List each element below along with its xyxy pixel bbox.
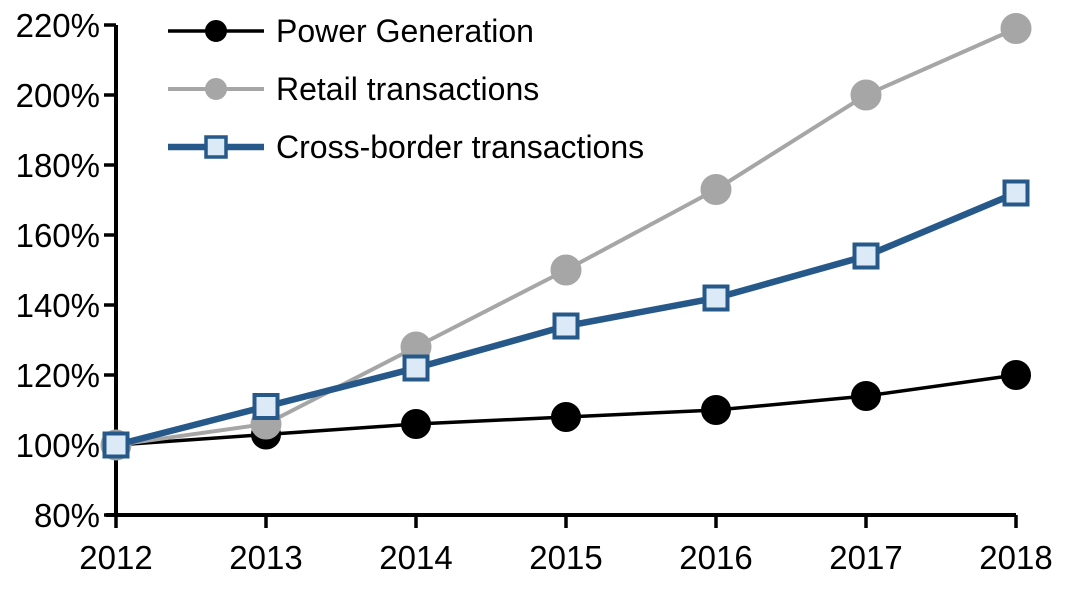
data-point-marker xyxy=(850,79,882,111)
x-axis-tick-label: 2013 xyxy=(229,539,302,576)
legend-item: Power Generation xyxy=(168,2,644,60)
chart-legend: Power Generation Retail transactions Cross… xyxy=(168,2,644,176)
y-axis-tick-label: 100% xyxy=(16,427,100,464)
data-point-marker xyxy=(1000,13,1032,44)
x-axis-tick-label: 2014 xyxy=(379,539,452,576)
data-point-marker xyxy=(102,431,130,459)
x-axis-tick-label: 2017 xyxy=(829,539,902,576)
x-axis-tick-label: 2018 xyxy=(979,539,1052,576)
legend-circle-marker-icon xyxy=(168,78,264,100)
data-point-marker xyxy=(1002,179,1030,207)
data-point-marker xyxy=(401,409,431,439)
legend-label: Retail transactions xyxy=(276,70,540,107)
y-axis-tick-label: 220% xyxy=(16,7,100,44)
y-axis-tick-label: 180% xyxy=(16,147,100,184)
legend-circle-marker-icon xyxy=(168,20,264,42)
data-point-marker xyxy=(702,284,730,312)
data-point-marker xyxy=(1001,360,1031,390)
data-point-marker xyxy=(550,254,582,286)
data-point-marker xyxy=(852,242,880,270)
y-axis-tick-label: 120% xyxy=(16,357,100,394)
legend-item: Cross-border transactions xyxy=(168,118,644,176)
data-point-marker xyxy=(402,354,430,382)
y-axis-tick-label: 140% xyxy=(16,287,100,324)
x-axis-tick-label: 2012 xyxy=(79,539,152,576)
y-axis-tick-label: 80% xyxy=(34,497,100,534)
data-point-marker xyxy=(851,381,881,411)
legend-label: Power Generation xyxy=(276,12,534,49)
data-point-marker xyxy=(551,402,581,432)
data-point-marker xyxy=(252,393,280,420)
legend-label: Cross-border transactions xyxy=(276,128,645,165)
data-point-marker xyxy=(701,395,731,425)
data-point-marker xyxy=(552,312,580,340)
y-axis-tick-label: 200% xyxy=(16,77,100,114)
legend-item: Retail transactions xyxy=(168,60,644,118)
legend-square-marker-icon xyxy=(168,135,264,159)
data-point-marker xyxy=(700,174,732,205)
y-axis-tick-label: 160% xyxy=(16,217,100,254)
x-axis-tick-label: 2015 xyxy=(529,539,602,576)
x-axis-tick-label: 2016 xyxy=(679,539,752,576)
